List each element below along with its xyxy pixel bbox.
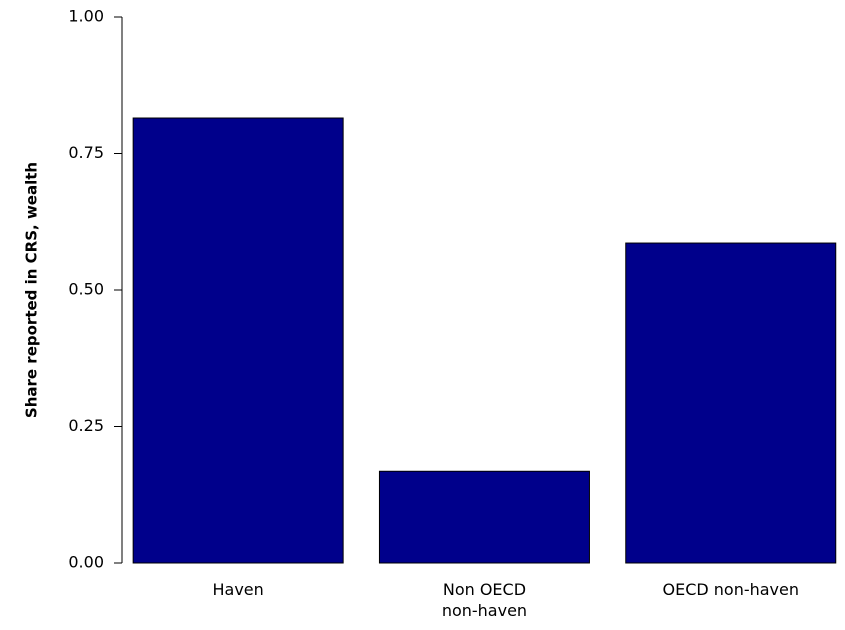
y-tick-label: 0.25 [68, 416, 104, 435]
bar [378, 470, 590, 564]
y-tick-label: 0.50 [68, 280, 104, 299]
y-tick-label: 0.75 [68, 143, 104, 162]
bar [625, 242, 837, 564]
y-tick-label: 1.00 [68, 7, 104, 26]
y-tick-label: 0.00 [68, 553, 104, 572]
x-tick-label: OECD non-haven [662, 580, 800, 599]
x-tick-label: Non OECD non-haven [441, 580, 528, 620]
y-axis-title: Share reported in CRS, wealth [23, 162, 41, 418]
x-tick-label: Haven [212, 580, 264, 599]
bar [132, 117, 344, 564]
